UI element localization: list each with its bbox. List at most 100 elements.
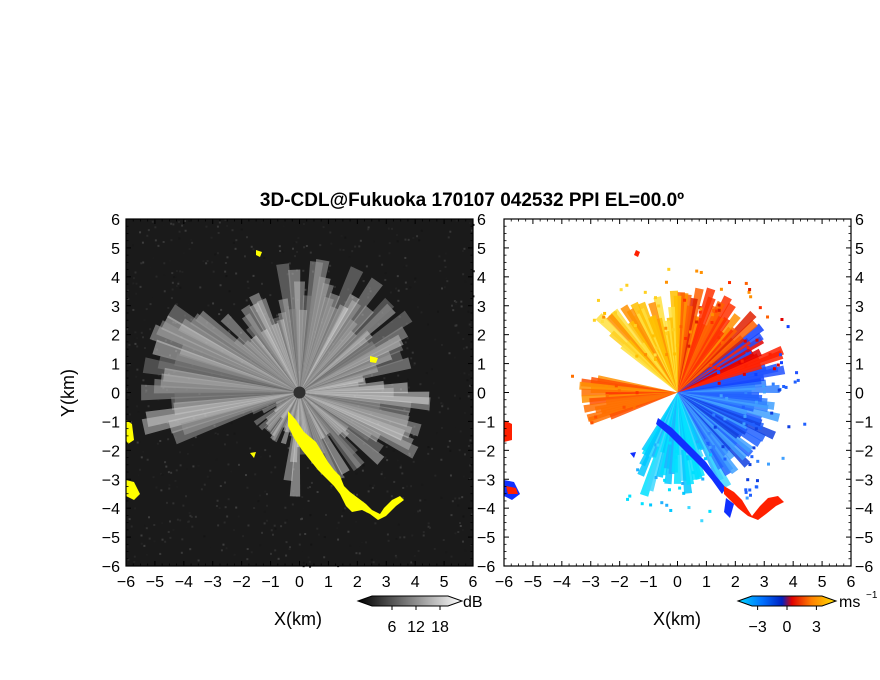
- beam-ray: [280, 392, 300, 419]
- noise-speckle: [169, 520, 172, 523]
- noise-speckle: [407, 386, 410, 389]
- noise-speckle: [260, 297, 263, 300]
- noise-speckle: [132, 282, 135, 285]
- x-tick-label: 1: [702, 574, 711, 591]
- noise-speckle: [226, 433, 229, 436]
- noise-speckle: [337, 538, 340, 541]
- velocity-ray: [677, 392, 766, 442]
- noise-speckle: [440, 426, 443, 429]
- velocity-ray: [677, 287, 704, 393]
- noise-speckle: [412, 460, 415, 463]
- noise-speckle: [316, 491, 319, 494]
- velocity-pixel: [717, 336, 721, 340]
- noise-speckle: [274, 549, 277, 552]
- noise-speckle: [153, 540, 156, 543]
- noise-speckle: [310, 481, 313, 484]
- x-tick-label: 0: [295, 574, 304, 591]
- noise-speckle: [292, 247, 295, 250]
- noise-speckle: [259, 455, 262, 458]
- velocity-ray: [677, 295, 732, 393]
- noise-speckle: [301, 496, 304, 499]
- noise-speckle: [436, 310, 439, 313]
- noise-speckle: [154, 226, 157, 229]
- noise-speckle: [303, 246, 306, 249]
- noise-speckle: [277, 557, 280, 560]
- noise-speckle: [133, 555, 136, 558]
- noise-speckle: [224, 219, 227, 222]
- noise-speckle: [416, 306, 419, 309]
- noise-speckle: [135, 282, 138, 285]
- noise-speckle: [356, 493, 359, 496]
- noise-speckle: [225, 547, 228, 550]
- beam-ray: [299, 392, 381, 443]
- noise-speckle: [130, 525, 133, 528]
- velocity-pixel: [738, 360, 742, 364]
- velocity-ray: [677, 323, 708, 393]
- noise-speckle: [468, 222, 471, 225]
- noise-speckle: [307, 499, 310, 502]
- velocity-pixel: [743, 339, 747, 343]
- beam-ray: [299, 305, 339, 393]
- velocity-ray: [677, 392, 781, 422]
- velocity-pixel: [687, 506, 691, 510]
- velocity-ray: [677, 287, 716, 393]
- noise-speckle: [139, 231, 142, 234]
- x-tick-label: −2: [611, 574, 629, 591]
- noise-speckle: [354, 245, 357, 248]
- noise-speckle: [450, 555, 453, 558]
- noise-speckle: [194, 515, 197, 518]
- velocity-pixel: [625, 283, 629, 287]
- noise-speckle: [336, 527, 339, 530]
- noise-speckle: [351, 250, 354, 253]
- noise-speckle: [271, 533, 274, 536]
- velocity-pixel: [628, 494, 632, 498]
- y-tick-label-right: −4: [477, 501, 495, 518]
- noise-speckle: [126, 364, 129, 367]
- velocity-pixel: [779, 361, 783, 365]
- noise-speckle: [170, 222, 173, 225]
- velocity-pixel: [635, 391, 639, 395]
- noise-speckle: [395, 538, 398, 541]
- noise-speckle: [423, 459, 426, 462]
- velocity-pixel: [592, 318, 596, 322]
- noise-speckle: [156, 442, 159, 445]
- noise-speckle: [440, 458, 443, 461]
- y-tick-label: −3: [102, 472, 120, 489]
- noise-speckle: [147, 516, 150, 519]
- noise-speckle: [126, 388, 129, 391]
- velocity-pixel: [665, 353, 669, 357]
- noise-speckle: [388, 242, 391, 245]
- noise-speckle: [304, 288, 307, 291]
- left-clutter-regions: [126, 250, 404, 520]
- noise-speckle: [224, 270, 227, 273]
- beam-ray: [270, 392, 300, 437]
- noise-speckle: [455, 219, 458, 222]
- noise-speckle: [273, 524, 276, 527]
- noise-speckle: [143, 544, 146, 547]
- y-tick-label-right: −5: [477, 530, 495, 547]
- x-tick-label: −1: [261, 574, 279, 591]
- beam-ray: [299, 259, 330, 393]
- beam-ray: [283, 392, 300, 429]
- velocity-colorbar-unit: ms: [839, 594, 860, 611]
- noise-speckle: [270, 261, 273, 264]
- velocity-pixel: [708, 509, 712, 513]
- velocity-pixel: [786, 325, 790, 329]
- noise-speckle: [190, 238, 193, 241]
- noise-speckle: [181, 538, 184, 541]
- beam-ray: [161, 315, 300, 393]
- noise-speckle: [179, 451, 182, 454]
- noise-speckle: [384, 456, 387, 459]
- x-tick-label: 3: [760, 574, 769, 591]
- snr-colorbar-unit: dB: [463, 594, 483, 611]
- noise-speckle: [427, 409, 430, 412]
- noise-speckle: [179, 286, 182, 289]
- velocity-ray: [597, 375, 678, 393]
- noise-speckle: [164, 540, 167, 543]
- noise-speckle: [455, 425, 458, 428]
- noise-speckle: [212, 270, 215, 273]
- noise-speckle: [212, 302, 215, 305]
- noise-speckle: [170, 471, 173, 474]
- left-axis-ticks: −6 −5 −4 −3 −2 −1 0 1 2 3 4 5 66 65 54 43 32 21 10 0−1 −1−2−…: [102, 212, 496, 591]
- beam-ray: [270, 392, 300, 441]
